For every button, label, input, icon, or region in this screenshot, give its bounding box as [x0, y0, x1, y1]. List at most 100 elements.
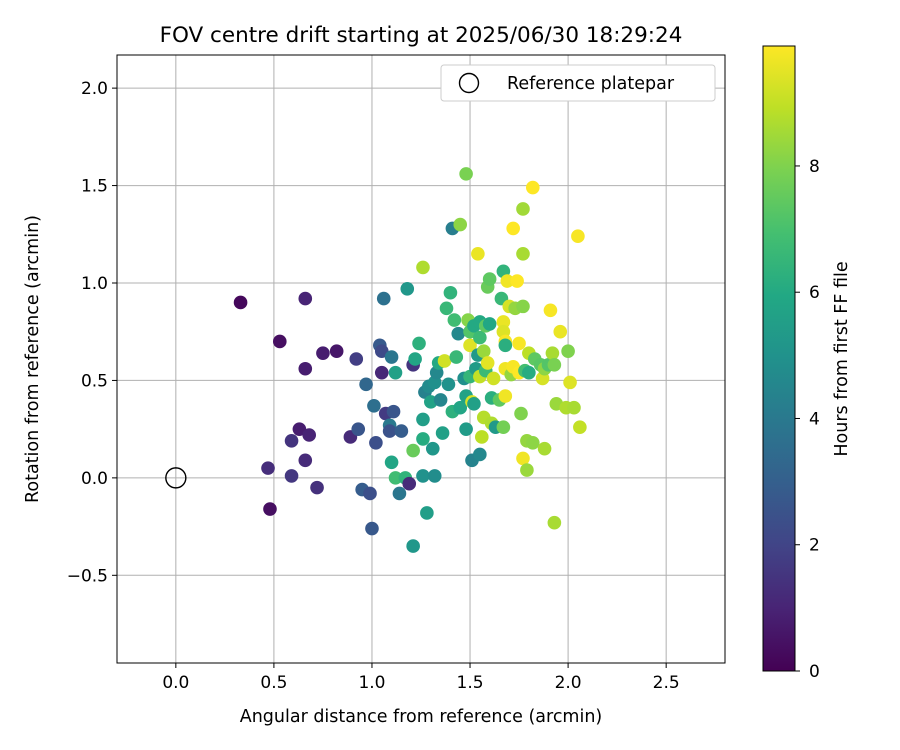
y-axis-label: Rotation from reference (arcmin) — [23, 215, 43, 503]
data-point — [516, 451, 530, 466]
data-point — [471, 246, 485, 261]
data-point — [459, 167, 473, 181]
data-point — [263, 502, 277, 516]
data-point — [298, 291, 313, 306]
data-point — [351, 422, 366, 436]
chart-title: FOV centre drift starting at 2025/06/30 … — [160, 23, 683, 48]
colorbar-gradient — [762, 45, 796, 672]
data-point — [451, 326, 466, 341]
data-point — [449, 350, 464, 364]
data-point — [416, 260, 430, 275]
data-point — [310, 480, 324, 495]
data-point — [476, 344, 491, 359]
data-point — [406, 539, 420, 553]
data-point — [482, 272, 497, 286]
data-point — [349, 352, 364, 366]
x-tick-label: 0.0 — [162, 673, 189, 693]
data-point — [298, 361, 313, 376]
data-point — [516, 299, 530, 314]
data-point — [435, 426, 450, 440]
legend: Reference platepar — [440, 64, 716, 102]
data-point — [386, 404, 401, 419]
reference-marker — [165, 467, 187, 489]
y-tick-label: 0.0 — [81, 469, 108, 489]
x-axis-label: Angular distance from reference (arcmin) — [240, 707, 603, 727]
data-point — [571, 229, 585, 244]
data-point — [261, 461, 275, 475]
data-point — [284, 469, 299, 483]
legend-marker-icon — [458, 72, 480, 94]
data-point — [284, 434, 299, 448]
data-point — [525, 180, 540, 195]
colorbar — [762, 45, 796, 672]
colorbar-tick-label: 8 — [809, 157, 820, 177]
y-tick-label: 2.0 — [81, 79, 108, 99]
data-point — [545, 346, 560, 360]
data-point — [473, 447, 487, 462]
data-point — [412, 336, 426, 351]
data-point — [433, 393, 448, 407]
data-point — [292, 422, 307, 436]
data-point — [463, 338, 477, 353]
legend-label: Reference platepar — [507, 74, 675, 94]
data-point — [316, 346, 330, 360]
legend-box — [440, 64, 716, 102]
data-point — [453, 217, 468, 232]
data-point — [522, 365, 536, 380]
data-point — [437, 354, 452, 368]
data-point — [547, 358, 562, 372]
data-point — [376, 291, 391, 306]
data-point — [388, 471, 403, 485]
data-point — [547, 515, 562, 530]
data-point — [369, 435, 383, 450]
data-point — [402, 476, 417, 491]
data-point — [400, 282, 415, 296]
data-point — [416, 469, 430, 483]
y-tick-label: 1.5 — [81, 177, 108, 197]
data-point — [374, 344, 389, 359]
y-tick-label: 1.0 — [81, 274, 108, 294]
data-point — [573, 420, 587, 435]
data-point — [467, 397, 481, 411]
data-point — [406, 443, 420, 458]
data-point — [384, 455, 399, 470]
y-axis-ticks: −0.5 0.0 0.5 1.0 1.5 2.0 — [67, 79, 117, 586]
data-point — [475, 430, 489, 444]
data-point — [516, 246, 530, 261]
data-point — [453, 400, 468, 415]
y-tick-label: −0.5 — [67, 566, 108, 586]
data-point — [420, 506, 434, 520]
data-point — [459, 422, 473, 436]
data-point — [388, 365, 403, 380]
data-point — [537, 441, 552, 456]
data-point — [384, 350, 399, 364]
data-point — [512, 336, 526, 351]
data-point — [514, 406, 528, 421]
grid-lines — [117, 55, 725, 663]
data-point — [416, 412, 430, 427]
data-point — [473, 330, 487, 345]
data-point — [441, 377, 456, 392]
x-axis-ticks: 0.0 0.5 1.0 1.5 2.0 2.5 — [162, 663, 680, 693]
data-point — [510, 274, 524, 288]
data-point — [480, 356, 495, 370]
x-tick-label: 2.5 — [653, 673, 680, 693]
data-points — [233, 167, 587, 553]
data-point — [363, 486, 377, 501]
data-point — [498, 389, 513, 403]
data-point — [447, 313, 462, 327]
data-point — [272, 334, 287, 349]
data-point — [329, 344, 344, 359]
data-point — [486, 371, 501, 386]
data-point — [425, 441, 440, 456]
data-point — [567, 400, 581, 415]
data-point — [439, 301, 454, 316]
data-point — [365, 521, 379, 536]
data-point — [416, 432, 430, 446]
data-point — [498, 338, 513, 353]
data-point — [506, 221, 520, 236]
data-point — [298, 453, 313, 468]
data-point — [561, 344, 575, 359]
data-point — [359, 377, 373, 392]
